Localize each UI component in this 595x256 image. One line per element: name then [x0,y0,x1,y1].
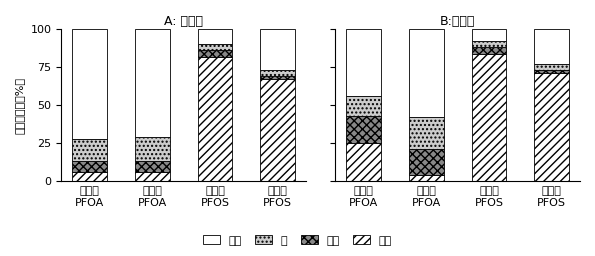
Bar [409,149,443,175]
Bar [198,50,232,57]
Bar [135,172,170,181]
Bar [198,29,232,44]
Bar [135,137,170,162]
Title: B:消失期: B:消失期 [440,15,475,28]
Bar [73,172,107,181]
Legend: 血液, 脳, 賤臓, 肝臓: 血液, 脳, 賤臓, 肝臓 [201,233,394,248]
Bar [409,118,443,149]
Bar [472,29,506,41]
Bar [472,47,506,54]
Bar [534,73,569,181]
Bar [534,29,569,64]
Bar [472,54,506,181]
Bar [534,70,569,73]
Bar [261,76,295,79]
Bar [73,29,107,139]
Bar [135,29,170,137]
Bar [346,143,381,181]
Bar [346,116,381,143]
Bar [261,70,295,76]
Bar [261,79,295,181]
Bar [346,96,381,116]
Bar [73,139,107,162]
Bar [261,29,295,70]
Y-axis label: 相対負荷量（%）: 相対負荷量（%） [15,77,25,134]
Bar [198,57,232,181]
Bar [135,162,170,172]
Bar [409,175,443,181]
Bar [73,162,107,172]
Bar [409,29,443,118]
Bar [534,64,569,70]
Bar [346,29,381,96]
Title: A: 曙露期: A: 曙露期 [164,15,203,28]
Bar [198,44,232,50]
Bar [472,41,506,47]
